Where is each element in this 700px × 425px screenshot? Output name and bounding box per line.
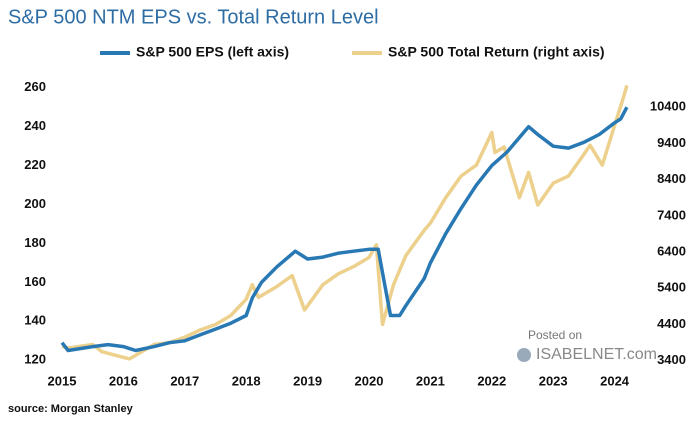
y2-tick-label: 6400 xyxy=(657,244,686,259)
x-tick-label: 2015 xyxy=(48,373,77,388)
x-tick-label: 2017 xyxy=(170,373,199,388)
x-tick-label: 2023 xyxy=(539,373,568,388)
y2-tick-label: 8400 xyxy=(657,171,686,186)
y2-tick-label: 9400 xyxy=(657,135,686,150)
y2-tick-label: 4400 xyxy=(657,316,686,331)
watermark: Posted on xyxy=(528,328,582,342)
y2-tick-label: 5400 xyxy=(657,280,686,295)
y-tick-label: 120 xyxy=(24,352,46,367)
x-tick-label: 2020 xyxy=(355,373,384,388)
legend-label: S&P 500 Total Return (right axis) xyxy=(388,44,605,60)
y-tick-label: 180 xyxy=(24,235,46,250)
y-tick-label: 160 xyxy=(24,274,46,289)
y-tick-label: 240 xyxy=(24,118,46,133)
x-tick-label: 2022 xyxy=(477,373,506,388)
y2-tick-label: 10400 xyxy=(650,99,686,114)
y-tick-label: 200 xyxy=(24,196,46,211)
x-tick-label: 2018 xyxy=(232,373,261,388)
legend-label: S&P 500 EPS (left axis) xyxy=(136,44,289,60)
y2-tick-label: 7400 xyxy=(657,207,686,222)
y-tick-label: 260 xyxy=(24,79,46,94)
x-tick-label: 2021 xyxy=(416,373,445,388)
x-tick-label: 2016 xyxy=(109,373,138,388)
y-tick-label: 140 xyxy=(24,313,46,328)
series-line xyxy=(61,84,629,361)
x-tick-label: 2024 xyxy=(600,373,630,388)
watermark-logo xyxy=(517,348,531,362)
series-line xyxy=(60,106,629,353)
y2-tick-label: 3400 xyxy=(657,352,686,367)
source: source: Morgan Stanley xyxy=(8,403,134,415)
watermark: ISABELNET.com xyxy=(536,346,657,363)
x-tick-label: 2019 xyxy=(293,373,322,388)
y-tick-label: 220 xyxy=(24,157,46,172)
chart-title: S&P 500 NTM EPS vs. Total Return Level xyxy=(8,6,379,28)
